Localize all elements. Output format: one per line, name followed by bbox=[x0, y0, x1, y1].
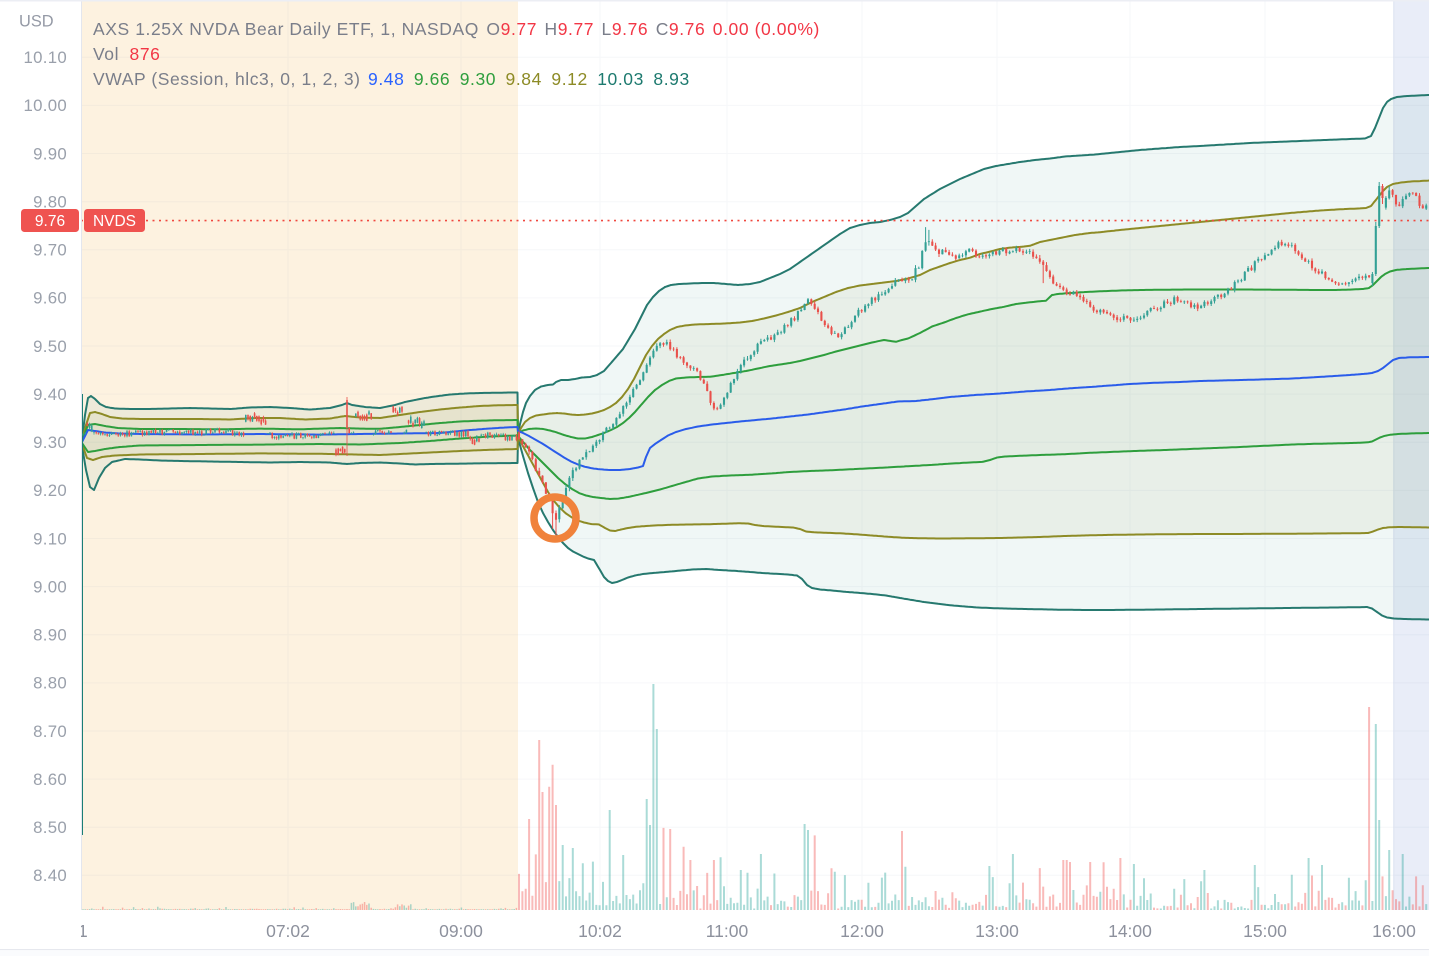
svg-text:9.60: 9.60 bbox=[33, 289, 67, 308]
svg-text:8.70: 8.70 bbox=[33, 722, 67, 741]
svg-text:9.50: 9.50 bbox=[33, 337, 67, 356]
svg-text:10:02: 10:02 bbox=[578, 921, 622, 941]
svg-text:8.40: 8.40 bbox=[33, 866, 67, 885]
svg-text:9.40: 9.40 bbox=[33, 385, 67, 404]
svg-text:07:02: 07:02 bbox=[266, 921, 310, 941]
svg-text:16:00: 16:00 bbox=[1372, 921, 1416, 941]
svg-text:AXS 1.25X NVDA Bear Daily ETF,: AXS 1.25X NVDA Bear Daily ETF, 1, NASDAQ… bbox=[93, 19, 820, 39]
svg-text:8.80: 8.80 bbox=[33, 674, 67, 693]
svg-text:VWAP (Session, hlc3, 0, 1, 2,: VWAP (Session, hlc3, 0, 1, 2, 3) 9.48 9.… bbox=[93, 69, 690, 89]
svg-text:USD: USD bbox=[19, 13, 54, 31]
svg-text:10.00: 10.00 bbox=[24, 96, 68, 115]
svg-text:9.76: 9.76 bbox=[35, 213, 65, 230]
svg-text:13:00: 13:00 bbox=[975, 921, 1019, 941]
svg-text:15:00: 15:00 bbox=[1243, 921, 1287, 941]
svg-text:9.20: 9.20 bbox=[33, 481, 67, 500]
svg-text:9.80: 9.80 bbox=[33, 193, 67, 212]
svg-text:9.70: 9.70 bbox=[33, 241, 67, 260]
svg-text:9.10: 9.10 bbox=[33, 529, 67, 548]
svg-text:10.10: 10.10 bbox=[24, 48, 68, 67]
svg-text:31: 31 bbox=[68, 921, 87, 941]
svg-text:NVDS: NVDS bbox=[93, 213, 136, 230]
svg-text:9.00: 9.00 bbox=[33, 577, 67, 596]
svg-text:12:00: 12:00 bbox=[840, 921, 884, 941]
svg-text:8.50: 8.50 bbox=[33, 818, 67, 837]
svg-text:8.60: 8.60 bbox=[33, 770, 67, 789]
svg-text:14:00: 14:00 bbox=[1108, 921, 1152, 941]
svg-text:11:00: 11:00 bbox=[706, 921, 749, 941]
svg-text:8.90: 8.90 bbox=[33, 626, 67, 645]
svg-text:9.90: 9.90 bbox=[33, 144, 67, 163]
svg-text:9.30: 9.30 bbox=[33, 433, 67, 452]
svg-text:09:00: 09:00 bbox=[439, 921, 483, 941]
